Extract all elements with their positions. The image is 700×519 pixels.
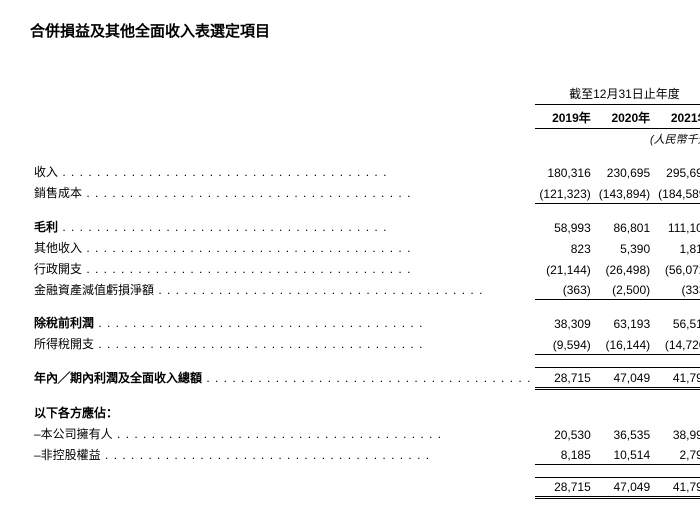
row-attributable-total: 28,715 47,049 41,790 19,023 20,809 [30, 478, 700, 498]
row-non-controlling-interests: –非控股權益 8,185 10,514 2,799 2,393 5 [30, 444, 700, 465]
val: 823 [535, 237, 594, 258]
header-group-annual: 截至12月31日止年度 [535, 66, 700, 105]
label: 所得稅開支 [34, 337, 94, 351]
val: 47,049 [595, 367, 654, 388]
val: (16,144) [595, 333, 654, 354]
label: 金融資產減值虧損淨額 [34, 283, 154, 297]
label: 收入 [34, 165, 58, 179]
row-other-income: 其他收入 823 5,390 1,810 963 1,274 [30, 237, 700, 258]
col-header-2020: 2020年 [595, 105, 654, 129]
val: 10,514 [595, 444, 654, 465]
val: 111,105 [654, 216, 700, 237]
val: 1,810 [654, 237, 700, 258]
label: –非控股權益 [34, 448, 101, 462]
row-owners: –本公司擁有人 20,530 36,535 38,991 16,630 20,8… [30, 423, 700, 444]
row-admin-expenses: 行政開支 (21,144) (26,498) (56,072) (22,302)… [30, 258, 700, 279]
row-cogs: 銷售成本 (121,323) (143,894) (184,589) (83,9… [30, 182, 700, 203]
row-revenue: 收入 180,316 230,695 295,694 133,033 152,4… [30, 161, 700, 182]
val: 86,801 [595, 216, 654, 237]
val: 58,993 [535, 216, 594, 237]
val: 230,695 [595, 161, 654, 182]
col-header-2021a: 2021年 [654, 105, 700, 129]
val: 20,530 [535, 423, 594, 444]
label: 其他收入 [34, 241, 82, 255]
val: 5,390 [595, 237, 654, 258]
val: 56,510 [654, 312, 700, 333]
label: 行政開支 [34, 262, 82, 276]
val: (121,323) [535, 182, 594, 203]
label: 年內╱期內利潤及全面收入總額 [34, 371, 202, 385]
section-title: 合併損益及其他全面收入表選定項目 [30, 20, 670, 41]
row-profit-before-tax: 除稅前利潤 38,309 63,193 56,510 25,681 28,514 [30, 312, 700, 333]
val: 63,193 [595, 312, 654, 333]
col-header-2019: 2019年 [535, 105, 594, 129]
val: 28,715 [535, 478, 594, 498]
row-attributable-header: 以下各方應佔： [30, 402, 700, 423]
val: 41,790 [654, 367, 700, 388]
val: (14,720) [654, 333, 700, 354]
val: 38,309 [535, 312, 594, 333]
val: 8,185 [535, 444, 594, 465]
val: (21,144) [535, 258, 594, 279]
val: 47,049 [595, 478, 654, 498]
val: (184,589) [654, 182, 700, 203]
val: 38,991 [654, 423, 700, 444]
val: 295,694 [654, 161, 700, 182]
val: 28,715 [535, 367, 594, 388]
val: (26,498) [595, 258, 654, 279]
val: (143,894) [595, 182, 654, 203]
income-statement-table: 截至12月31日止年度 截至6月30日止六個月 2019年 2020年 2021… [30, 66, 700, 499]
val: (56,072) [654, 258, 700, 279]
label: –本公司擁有人 [34, 427, 113, 441]
val: (333) [654, 279, 700, 300]
currency-note: (人民幣千元) [535, 129, 700, 150]
label: 毛利 [34, 220, 58, 234]
label: 除稅前利潤 [34, 316, 94, 330]
val: 41,790 [654, 478, 700, 498]
row-tax: 所得稅開支 (9,594) (16,144) (14,720) (6,658) … [30, 333, 700, 354]
row-total-comprehensive-income: 年內╱期內利潤及全面收入總額 28,715 47,049 41,790 19,0… [30, 367, 700, 388]
val: (2,500) [595, 279, 654, 300]
val: (363) [535, 279, 594, 300]
label: 銷售成本 [34, 186, 82, 200]
val: 36,535 [595, 423, 654, 444]
row-gross-profit: 毛利 58,993 86,801 111,105 49,115 56,997 [30, 216, 700, 237]
label: 以下各方應佔： [34, 406, 118, 420]
val: (9,594) [535, 333, 594, 354]
val: 2,799 [654, 444, 700, 465]
val: 180,316 [535, 161, 594, 182]
row-financial-impairment: 金融資產減值虧損淨額 (363) (2,500) (333) (2,095) (… [30, 279, 700, 300]
